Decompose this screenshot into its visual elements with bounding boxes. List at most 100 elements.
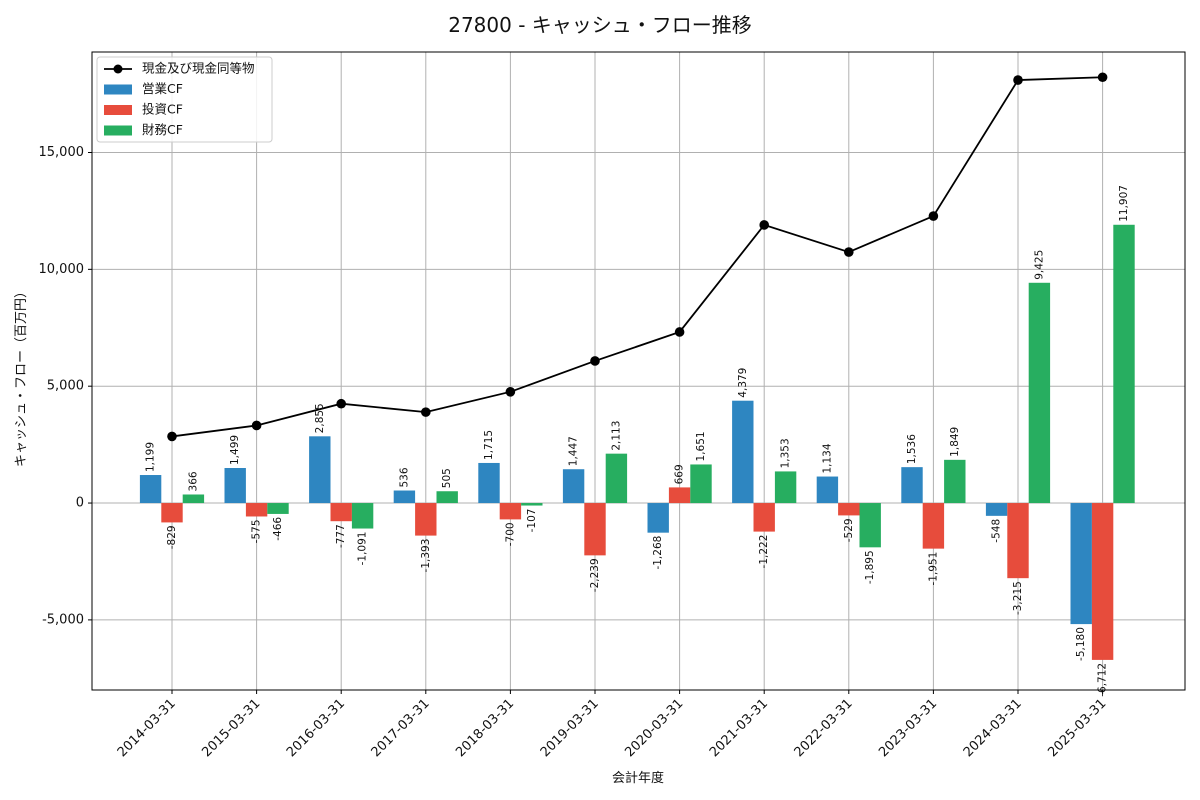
cash-equivalents-point xyxy=(674,327,685,337)
data-label: -1,393 xyxy=(420,539,432,573)
bar-operating-cf xyxy=(647,503,669,533)
data-label: 1,651 xyxy=(695,431,707,461)
data-label: -6,712 xyxy=(1097,663,1109,697)
cash-equivalents-point xyxy=(167,431,177,442)
x-tick-label: 2017-03-31 xyxy=(369,696,433,760)
bar-investing-cf xyxy=(753,503,775,532)
data-label: 2,113 xyxy=(610,421,622,451)
axes-group: -5,000 0 5,000 10,000 15,000 2014-03-31 2015-0… xyxy=(39,51,1186,760)
data-label: -2,239 xyxy=(589,558,601,592)
x-tick-label: 2023-03-31 xyxy=(876,696,940,760)
bar-operating-cf xyxy=(901,467,923,504)
cash-equivalents-point xyxy=(590,356,600,366)
data-label: -466 xyxy=(272,517,284,541)
data-label: -1,268 xyxy=(652,536,664,570)
data-label: 1,353 xyxy=(780,438,792,468)
bar-series-group xyxy=(139,224,1135,660)
plot-frame xyxy=(91,51,1186,691)
bar-operating-cf xyxy=(478,462,500,504)
bar-operating-cf xyxy=(562,469,585,504)
cash-equivalents-point xyxy=(505,386,516,397)
legend-marker xyxy=(113,64,123,74)
x-tick-label: 2018-03-31 xyxy=(453,696,517,760)
legend-bar-swatch xyxy=(104,105,132,115)
data-label: -1,951 xyxy=(927,552,939,586)
legend-entry: 現金及び現金同等物 xyxy=(142,61,255,76)
data-label: 9,425 xyxy=(1033,250,1045,280)
data-label: 1,447 xyxy=(568,436,580,466)
y-tick-label: -5,000 xyxy=(42,612,84,627)
cash-line-group xyxy=(167,72,1108,442)
bar-financing-cf xyxy=(605,453,628,504)
data-label: 2,855 xyxy=(314,403,326,433)
bar-operating-cf xyxy=(309,436,331,504)
data-label: 11,907 xyxy=(1118,185,1130,222)
data-label: -1,895 xyxy=(864,550,876,584)
bar-investing-cf xyxy=(161,503,183,523)
bar-investing-cf xyxy=(838,503,860,516)
bar-investing-cf xyxy=(415,503,437,536)
bar-financing-cf xyxy=(690,464,712,504)
legend-bar-swatch xyxy=(104,84,132,95)
cash-equivalents-point xyxy=(1097,72,1108,83)
bar-financing-cf xyxy=(1113,224,1135,504)
cash-equivalents-point xyxy=(759,220,769,230)
bar-financing-cf xyxy=(267,503,289,514)
data-label: 1,134 xyxy=(821,443,833,473)
cash-equivalents-point xyxy=(1013,75,1023,85)
cash-equivalents-point xyxy=(928,211,939,221)
cash-equivalents-point xyxy=(421,407,431,417)
bar-investing-cf xyxy=(330,503,352,522)
data-label: 4,379 xyxy=(737,368,749,398)
y-tick-label: 5,000 xyxy=(47,379,84,394)
data-label: -1,222 xyxy=(758,535,770,569)
data-label: 1,199 xyxy=(145,442,157,472)
bar-operating-cf xyxy=(1070,503,1092,625)
bar-financing-cf xyxy=(521,503,543,506)
x-axis-label: 会計年度 xyxy=(612,770,664,786)
x-tick-label: 2021-03-31 xyxy=(707,696,771,760)
bar-operating-cf xyxy=(139,475,162,504)
data-label: 1,849 xyxy=(949,427,961,457)
y-tick-label: 0 xyxy=(76,496,84,511)
x-tick-label: 2014-03-31 xyxy=(115,696,179,760)
bar-financing-cf xyxy=(436,491,458,504)
x-tick-label: 2016-03-31 xyxy=(284,696,348,760)
data-label: -548 xyxy=(991,519,1003,543)
grid-lines xyxy=(92,52,1185,690)
y-tick-label: 10,000 xyxy=(39,262,85,277)
data-label: -829 xyxy=(166,525,178,549)
data-label: 1,536 xyxy=(906,434,918,464)
x-tick-label: 2015-03-31 xyxy=(199,696,263,760)
bar-financing-cf xyxy=(859,503,881,548)
legend-bar-swatch xyxy=(104,125,132,136)
x-tick-label: 2022-03-31 xyxy=(792,696,856,760)
data-label: -529 xyxy=(843,518,855,542)
bar-operating-cf xyxy=(816,476,839,504)
x-tick-label: 2024-03-31 xyxy=(961,696,1025,760)
cash-equivalents-point xyxy=(844,247,854,257)
x-tick-label: 2025-03-31 xyxy=(1045,696,1109,760)
data-labels-group: 1,199 1,499 2,855 536 1,715 1,447 -1,268 4,379 1… xyxy=(145,185,1130,697)
bar-investing-cf xyxy=(584,503,606,556)
bar-investing-cf xyxy=(922,503,945,549)
data-label: 505 xyxy=(441,468,453,488)
bar-financing-cf xyxy=(774,471,797,504)
data-label: -700 xyxy=(504,522,516,546)
bar-financing-cf xyxy=(1028,282,1051,504)
bar-operating-cf xyxy=(985,503,1008,516)
x-tick-label: 2019-03-31 xyxy=(538,696,602,760)
x-tick-label: 2020-03-31 xyxy=(622,696,686,760)
cash-equivalents-point xyxy=(251,420,262,431)
bar-operating-cf xyxy=(224,468,246,504)
bar-investing-cf xyxy=(1007,503,1029,579)
cash-equivalents-point xyxy=(336,398,347,409)
data-label: -777 xyxy=(335,524,347,548)
legend-entry: 投資CF xyxy=(142,102,183,117)
data-label: -575 xyxy=(251,519,263,543)
y-axis-label: キャッシュ・フロー（百万円） xyxy=(14,285,29,467)
bar-operating-cf xyxy=(393,490,416,504)
data-label: 1,499 xyxy=(229,435,241,465)
data-label: 536 xyxy=(398,467,410,487)
